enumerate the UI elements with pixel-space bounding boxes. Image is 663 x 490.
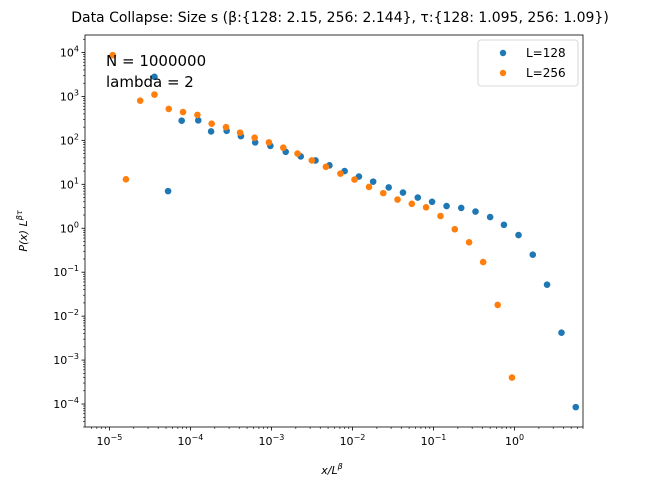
plot-frame — [84, 34, 584, 428]
data-point — [515, 231, 522, 239]
data-point — [543, 281, 551, 288]
data-point — [122, 176, 130, 183]
chart-title: Data Collapse: Size s (β:{128: 2.15, 256… — [71, 10, 609, 26]
data-point — [443, 202, 450, 210]
data-point — [379, 189, 387, 197]
legend-marker-l128 — [499, 49, 507, 57]
data-point — [457, 204, 465, 212]
x-axis-ticks: 10−5 10−4 10−3 10−2 10−1 100 — [91, 427, 584, 448]
data-point — [151, 91, 158, 98]
annotation-box: N = 1000000 lambda = 2 — [106, 52, 206, 91]
y-tick-label: 10−1 — [53, 264, 79, 279]
data-point — [151, 73, 158, 81]
x-tick-label: 10−4 — [178, 433, 204, 448]
data-point — [558, 329, 565, 336]
x-tick-label: 10−1 — [421, 433, 447, 448]
data-point — [279, 144, 287, 152]
y-tick-label: 104 — [60, 44, 79, 59]
data-point — [194, 111, 201, 119]
annotation-n: N = 1000000 — [106, 52, 206, 70]
data-point — [178, 117, 185, 125]
legend-label-l128: L=128 — [526, 46, 566, 60]
y-tick-label: 10−3 — [53, 352, 79, 367]
x-tick-label: 10−2 — [340, 433, 366, 448]
y-tick-label: 10−4 — [53, 396, 79, 411]
data-point — [222, 123, 230, 131]
data-point — [109, 51, 117, 59]
legend-label-l256: L=256 — [526, 66, 566, 80]
x-axis-label: x/Lβ — [320, 462, 342, 477]
data-point — [207, 128, 215, 135]
data-point — [369, 178, 377, 185]
y-tick-label: 10−2 — [53, 308, 79, 323]
x-tick-label: 10−3 — [259, 433, 285, 448]
data-point — [479, 258, 487, 266]
data-point — [414, 194, 422, 201]
data-point — [208, 120, 215, 127]
series-l256 — [109, 51, 516, 381]
y-axis-label-sup: βτ — [15, 210, 24, 221]
x-tick-label: 100 — [505, 433, 524, 448]
data-point — [408, 200, 416, 208]
data-point — [365, 183, 373, 191]
data-point — [322, 163, 330, 171]
x-axis-label-main: x/L — [320, 464, 337, 477]
data-point — [472, 208, 479, 215]
data-point — [399, 189, 407, 196]
data-points — [109, 51, 580, 411]
data-point — [236, 129, 244, 136]
data-point — [500, 221, 508, 229]
data-point — [422, 203, 430, 211]
data-point — [165, 105, 173, 113]
data-point — [136, 97, 144, 104]
data-point — [437, 212, 444, 220]
data-point — [194, 117, 202, 124]
data-point — [265, 139, 273, 146]
data-point — [494, 301, 502, 309]
legend: L=128 L=256 — [477, 39, 579, 87]
data-point — [451, 225, 459, 233]
data-point — [179, 108, 187, 116]
y-tick-label: 102 — [60, 132, 79, 147]
data-point — [428, 198, 436, 206]
data-point — [465, 238, 473, 246]
data-point — [351, 176, 358, 183]
data-point — [394, 196, 401, 203]
data-point — [572, 403, 580, 411]
legend-marker-l256 — [499, 69, 507, 77]
data-point — [308, 157, 316, 164]
data-point — [385, 184, 393, 191]
data-point — [486, 213, 494, 221]
data-point — [508, 374, 516, 381]
y-tick-label: 100 — [60, 220, 79, 235]
data-point — [529, 251, 537, 259]
series-l128 — [151, 73, 580, 411]
data-point — [294, 150, 301, 157]
annotation-lambda: lambda = 2 — [106, 73, 194, 91]
x-tick-label: 10−5 — [96, 433, 122, 448]
y-axis-label-main: P(x) L — [17, 220, 30, 251]
y-tick-label: 101 — [60, 176, 79, 191]
y-axis-label: P(x) Lβτ — [15, 210, 30, 251]
y-axis-ticks: 10−4 10−3 10−2 10−1 100 101 102 103 104 — [53, 38, 85, 428]
data-point — [251, 134, 258, 142]
y-tick-label: 103 — [60, 88, 79, 103]
data-point — [337, 170, 344, 177]
data-point — [164, 187, 172, 195]
x-axis-label-sup: β — [337, 462, 343, 471]
